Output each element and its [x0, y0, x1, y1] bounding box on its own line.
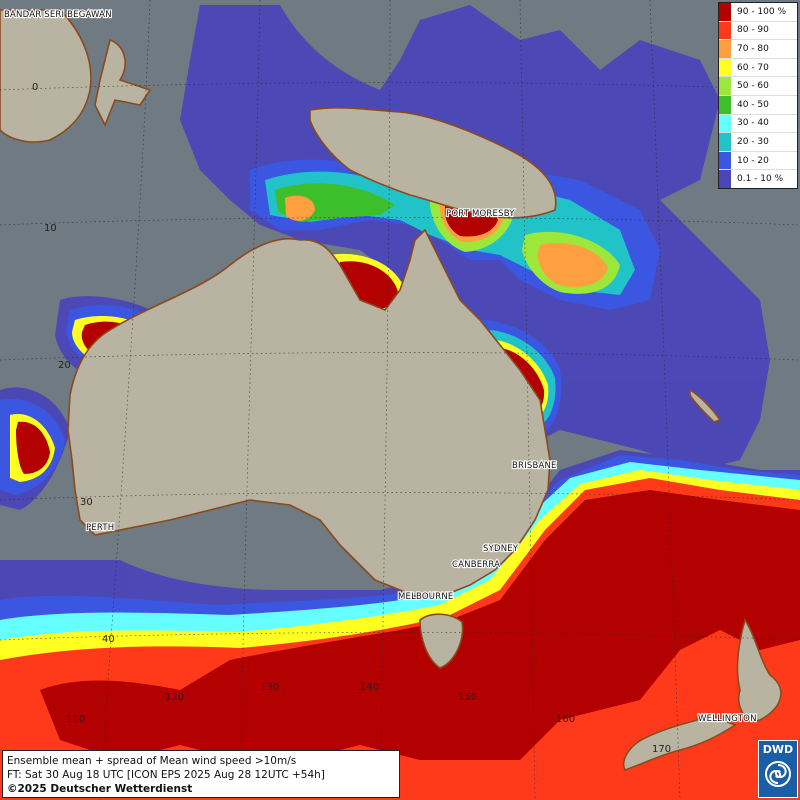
lat-label-0: 0 [32, 82, 38, 93]
legend-label: 40 - 50 [737, 99, 769, 110]
caption-title: Ensemble mean + spread of Mean wind spee… [7, 755, 297, 767]
legend-swatch [719, 77, 731, 95]
lat-label-30: 30 [80, 497, 93, 508]
legend-swatch [719, 3, 731, 21]
legend-swatch [719, 133, 731, 151]
lon-label-150: 150 [458, 692, 477, 703]
legend-row: 60 - 70 [719, 58, 797, 78]
legend-swatch [719, 114, 731, 133]
legend-swatch [719, 151, 731, 170]
city-labels: BANDAR SERI BEGAWAN PORT MORESBY BRISBAN… [3, 9, 758, 725]
legend-row: 90 - 100 % [719, 3, 797, 22]
legend-swatch [719, 21, 731, 40]
legend-label: 30 - 40 [737, 118, 769, 129]
lon-label-170: 170 [652, 744, 671, 755]
landmasses [0, 9, 782, 771]
legend-swatch [719, 40, 731, 58]
legend-label: 0.1 - 10 % [737, 174, 784, 185]
grid-labels: 0 10 20 30 40 110 120 130 140 150 160 17… [32, 82, 671, 755]
city-canberra: CANBERRA [452, 560, 500, 570]
legend-row: 50 - 60 [719, 77, 797, 96]
lon-label-160: 160 [556, 714, 575, 725]
legend-label: 10 - 20 [737, 155, 769, 166]
legend-label: 80 - 90 [737, 25, 769, 36]
lat-label-20: 20 [58, 360, 71, 371]
legend-label: 20 - 30 [737, 136, 769, 147]
dwd-logo: DWD [758, 740, 798, 798]
city-wellington: WELLINGTON [698, 714, 757, 724]
legend-label: 60 - 70 [737, 62, 769, 73]
lon-label-130: 130 [260, 682, 279, 693]
caption-forecast-time: FT: Sat 30 Aug 18 UTC [ICON EPS 2025 Aug… [7, 769, 325, 781]
legend-label: 90 - 100 % [737, 6, 787, 17]
swirl-icon [765, 761, 791, 787]
lat-label-10: 10 [44, 223, 57, 234]
new-caledonia-land [689, 388, 722, 423]
lon-label-120: 120 [165, 692, 184, 703]
legend-swatch [719, 95, 731, 114]
new-guinea-land [309, 107, 557, 219]
city-port-moresby: PORT MORESBY [446, 209, 515, 219]
legend-row: 80 - 90 [719, 21, 797, 41]
lon-label-110: 110 [66, 714, 85, 725]
lat-label-40: 40 [102, 634, 115, 645]
borneo-land [0, 9, 92, 143]
legend: 90 - 100 % 80 - 90 70 - 80 60 - 70 50 - 60 40… [718, 2, 798, 189]
australia-land [67, 228, 551, 599]
legend-row: 40 - 50 [719, 95, 797, 115]
caption-copyright: ©2025 Deutscher Wetterdienst [7, 783, 193, 795]
nz-south-island [623, 715, 737, 771]
legend-label: 50 - 60 [737, 81, 769, 92]
dwd-logo-text: DWD [762, 743, 794, 756]
city-melbourne: MELBOURNE [398, 592, 453, 602]
lon-label-140: 140 [360, 682, 379, 693]
legend-row: 70 - 80 [719, 40, 797, 59]
tasmania-land [419, 613, 464, 669]
legend-label: 70 - 80 [737, 43, 769, 54]
legend-swatch [719, 58, 731, 77]
legend-swatch [719, 170, 731, 188]
city-bandar-seri-begawan: BANDAR SERI BEGAWAN [4, 10, 112, 20]
legend-row: 0.1 - 10 % [719, 170, 797, 188]
nz-north-island [736, 618, 782, 722]
legend-row: 10 - 20 [719, 151, 797, 171]
city-perth: PERTH [86, 523, 114, 533]
legend-row: 20 - 30 [719, 133, 797, 152]
caption-box: Ensemble mean + spread of Mean wind spee… [2, 750, 400, 798]
city-sydney: SYDNEY [483, 544, 519, 554]
sulawesi-land [94, 38, 152, 127]
legend-row: 30 - 40 [719, 114, 797, 134]
city-brisbane: BRISBANE [512, 461, 557, 471]
